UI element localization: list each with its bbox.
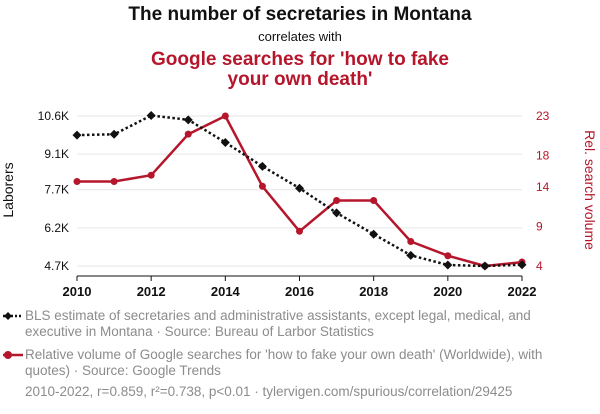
- x-tick-label: 2012: [137, 284, 166, 299]
- y-axis-label-right: Rel. search volume: [582, 130, 598, 250]
- x-tick-label: 2016: [285, 284, 314, 299]
- y-tick-label-right: 23: [536, 109, 550, 123]
- data-point-secretaries: [257, 161, 267, 171]
- x-tick-label: 2010: [63, 284, 92, 299]
- data-point-searches: [370, 196, 378, 204]
- legend-swatch-solid-circle: [3, 351, 23, 359]
- data-point-secretaries: [295, 183, 304, 193]
- data-point-searches: [407, 238, 415, 246]
- data-point-searches: [184, 130, 192, 138]
- data-point-secretaries: [369, 229, 379, 239]
- legend-swatch-dotted-diamond: [3, 312, 23, 320]
- chart-title-secondary: Google searches for 'how to fake your ow…: [150, 49, 450, 90]
- footer-stats: 2010-2022, r=0.859, r²=0.738, p<0.01 · t…: [25, 384, 513, 399]
- x-tick-label: 2014: [211, 284, 241, 299]
- data-point-secretaries: [332, 208, 342, 218]
- y-tick-label-right: 14: [536, 180, 550, 194]
- data-point-searches: [221, 112, 229, 120]
- data-point-searches: [147, 171, 155, 179]
- x-tick-label: 2020: [433, 284, 462, 299]
- chart-subtitle: correlates with: [258, 29, 342, 44]
- line-chart: 4.7K 6.2K 7.7K 9.1K 10.6K 4 9 14 18 23 2010 2012 201…: [0, 109, 598, 299]
- data-point-searches: [296, 227, 303, 235]
- data-point-secretaries: [480, 261, 490, 271]
- axes: 4.7K 6.2K 7.7K 9.1K 10.6K 4 9 14 18 23 2010 2012 201…: [38, 109, 550, 299]
- y-tick-label-left: 6.2K: [44, 221, 69, 235]
- data-point-secretaries: [443, 260, 453, 270]
- data-point-secretaries: [109, 129, 119, 139]
- y-axis-label-left: Laborers: [0, 162, 16, 217]
- y-tick-label-left: 7.7K: [44, 183, 69, 197]
- data-point-secretaries: [72, 130, 82, 140]
- y-tick-label-left: 10.6K: [38, 109, 69, 123]
- data-point-searches: [333, 196, 341, 204]
- legend-text-secretaries: BLS estimate of secretaries and administ…: [25, 308, 531, 339]
- y-tick-label-right: 4: [536, 259, 543, 273]
- data-point-searches: [444, 252, 452, 260]
- y-tick-label-right: 18: [536, 148, 550, 162]
- data-point-secretaries: [146, 110, 156, 120]
- data-point-secretaries: [517, 260, 527, 270]
- data-point-searches: [110, 178, 118, 186]
- data-point-secretaries: [406, 250, 416, 260]
- x-tick-label: 2022: [508, 284, 537, 299]
- y-tick-label-left: 4.7K: [44, 259, 69, 273]
- chart-title: The number of secretaries in Montana: [128, 4, 472, 25]
- series-layer: [72, 110, 527, 271]
- data-point-secretaries: [183, 115, 193, 125]
- data-point-searches: [258, 182, 266, 190]
- data-point-searches: [73, 178, 81, 186]
- y-tick-label-right: 9: [536, 220, 543, 234]
- legend-text-searches: Relative volume of Google searches for '…: [25, 347, 543, 378]
- data-point-secretaries: [220, 137, 230, 147]
- y-tick-label-left: 9.1K: [44, 147, 69, 161]
- x-tick-label: 2018: [359, 284, 388, 299]
